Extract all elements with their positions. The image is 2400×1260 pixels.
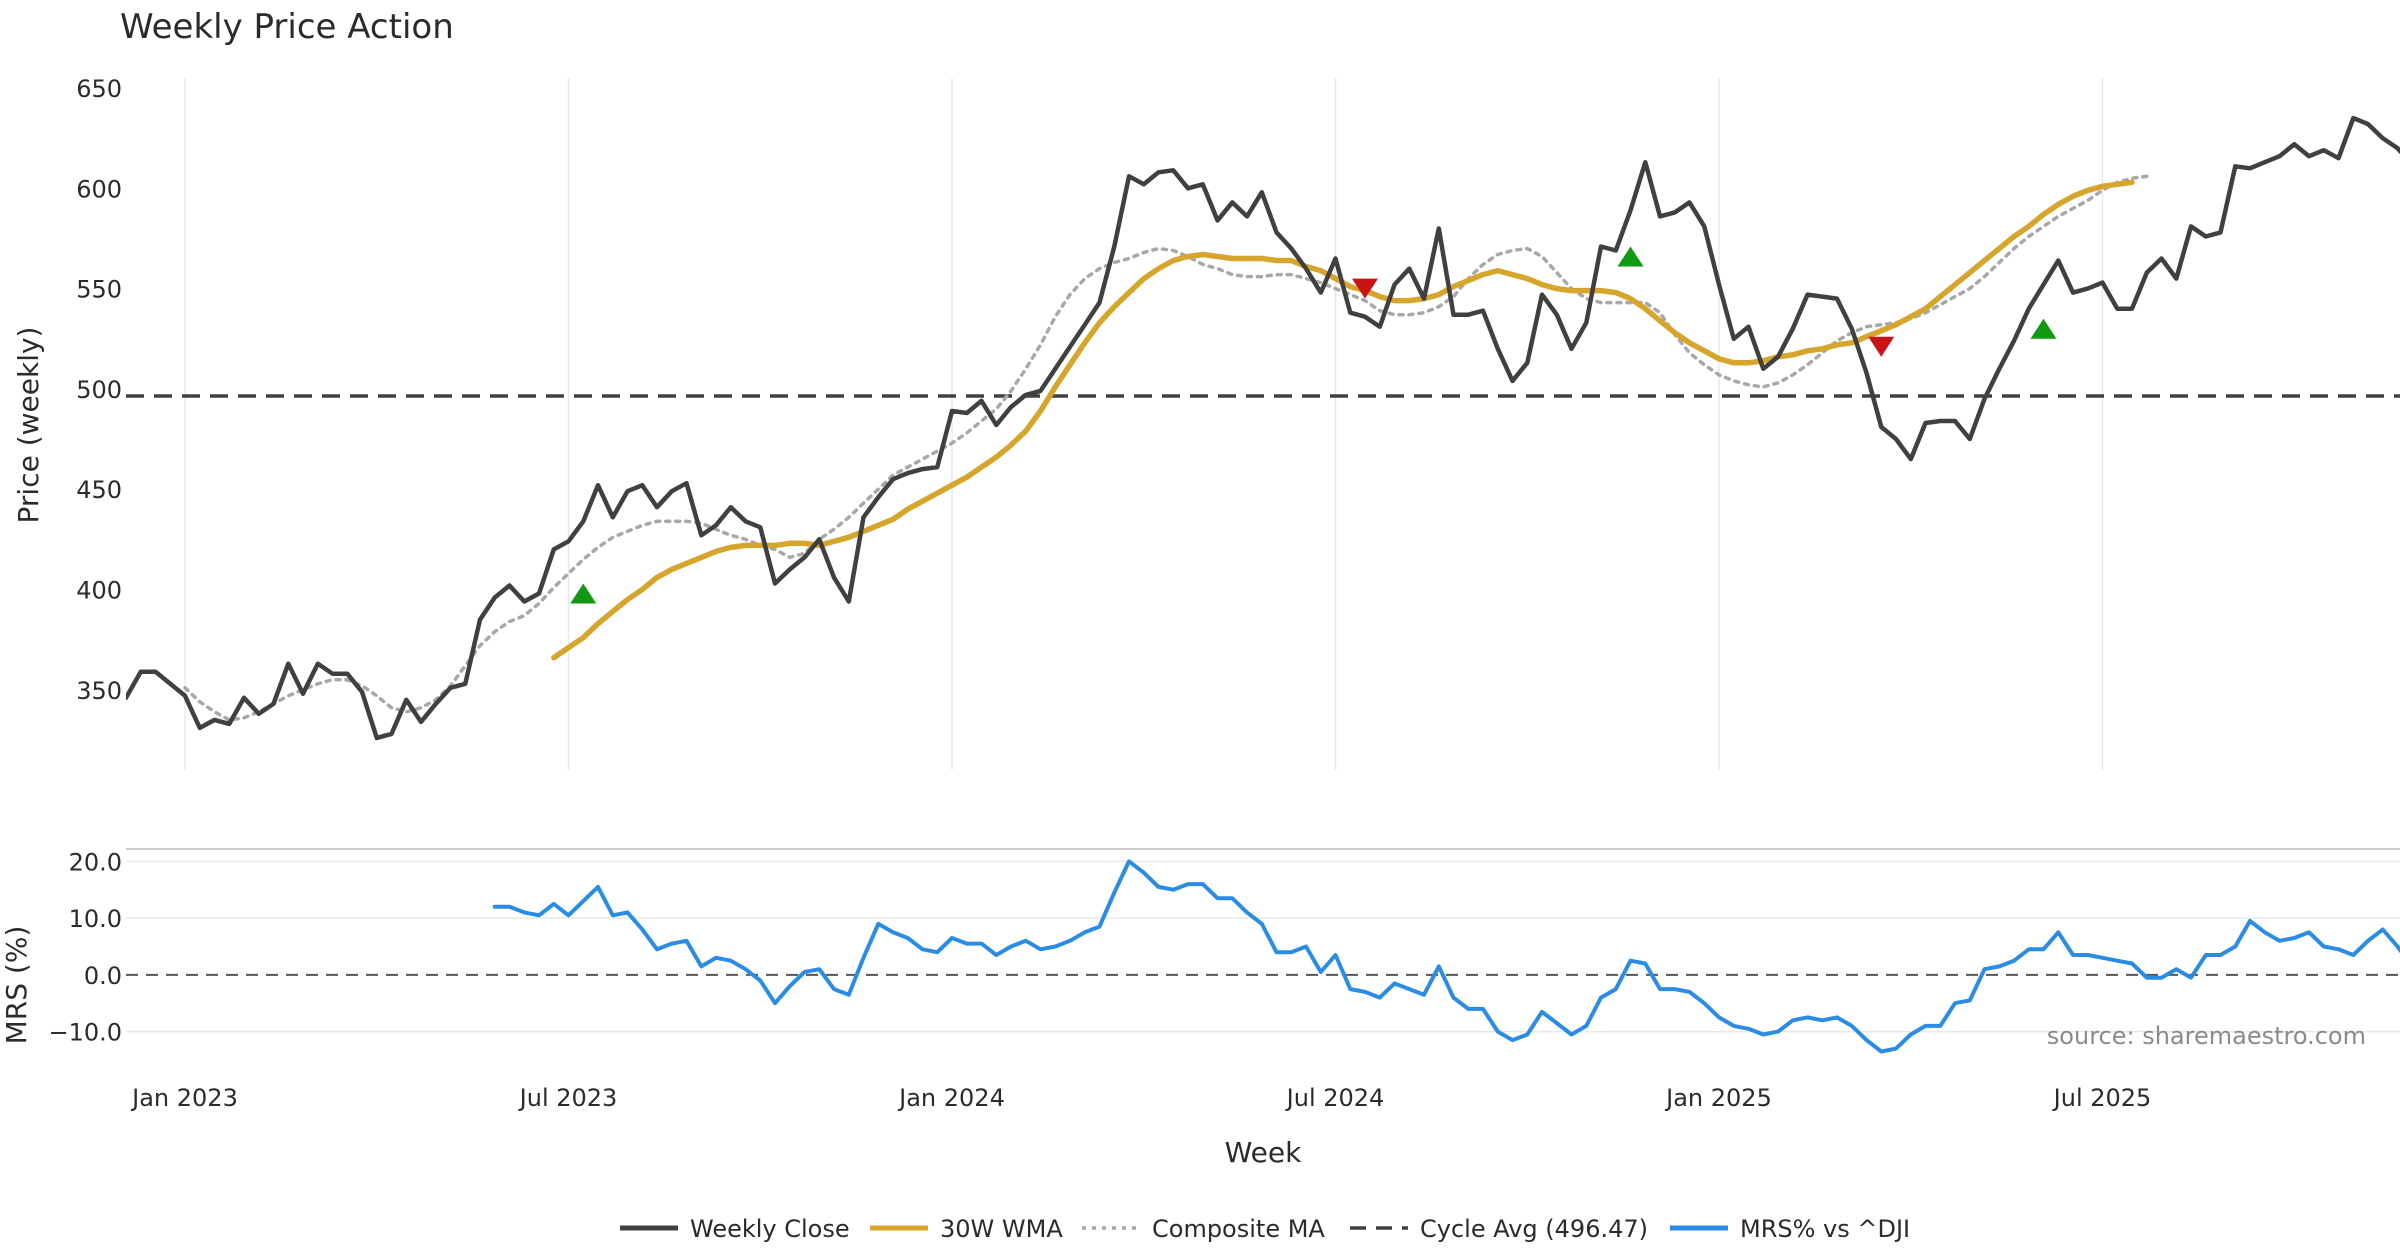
mrs-axis-label: MRS (%) (0, 926, 33, 1045)
legend-item: 30W WMA (870, 1215, 1063, 1243)
legend-label: MRS% vs ^DJI (1740, 1215, 1910, 1243)
legend-label: Weekly Close (690, 1215, 850, 1243)
price-y-tick-label: 450 (76, 476, 122, 504)
price-y-tick-label: 350 (76, 677, 122, 705)
legend-item: MRS% vs ^DJI (1670, 1215, 1910, 1243)
legend-item: Cycle Avg (496.47) (1350, 1215, 1648, 1243)
price-panel: 650 600 550 500 450 400 350 (76, 75, 2400, 770)
mrs-y-tick-label: −10.0 (48, 1019, 122, 1047)
legend-label: 30W WMA (940, 1215, 1063, 1243)
price-axis-label: Price (weekly) (12, 327, 45, 524)
buy-signal-marker (2030, 318, 2057, 339)
composite-ma-line (183, 174, 2149, 722)
mrs-y-tick-label: 10.0 (69, 905, 122, 933)
x-tick-label: Jul 2025 (2052, 1084, 2152, 1112)
30w-wma-line (551, 179, 2135, 661)
x-tick-label: Jul 2024 (1285, 1084, 1385, 1112)
x-axis-label: Week (1225, 1136, 1302, 1169)
legend-label: Composite MA (1152, 1215, 1325, 1243)
legend-item: Weekly Close (620, 1215, 850, 1243)
price-y-tick-label: 550 (76, 276, 122, 304)
weekly-close-line (126, 115, 2400, 741)
price-y-tick-label: 650 (76, 75, 122, 103)
price-y-tick-label: 500 (76, 376, 122, 404)
buy-signal-marker (1617, 246, 1644, 267)
x-tick-label: Jan 2025 (1664, 1084, 1772, 1112)
legend: Weekly Close 30W WMA Composite MA Cycle Avg… (620, 1215, 1910, 1243)
mrs-panel: 20.0 10.0 0.0 −10.0 (48, 848, 2400, 1054)
x-axis: Jan 2023 Jul 2023 Jan 2024 Jul 2024 Jan 2025… (130, 1084, 2151, 1112)
source-note: source: sharemaestro.com (2047, 1022, 2366, 1050)
mrs-vs-dji-line (492, 859, 2400, 1054)
sell-signal-marker (1352, 278, 1378, 299)
price-y-tick-label: 400 (76, 576, 122, 604)
x-tick-label: Jul 2023 (518, 1084, 618, 1112)
chart-title: Weekly Price Action (120, 7, 454, 47)
x-tick-label: Jan 2024 (897, 1084, 1005, 1112)
legend-label: Cycle Avg (496.47) (1420, 1215, 1648, 1243)
mrs-y-tick-label: 0.0 (84, 962, 122, 990)
legend-item: Composite MA (1082, 1215, 1325, 1243)
x-tick-label: Jan 2023 (130, 1084, 238, 1112)
buy-signal-marker (570, 583, 597, 604)
price-y-tick-label: 600 (76, 175, 122, 203)
sell-signal-marker (1868, 336, 1895, 357)
mrs-y-tick-label: 20.0 (69, 848, 122, 876)
